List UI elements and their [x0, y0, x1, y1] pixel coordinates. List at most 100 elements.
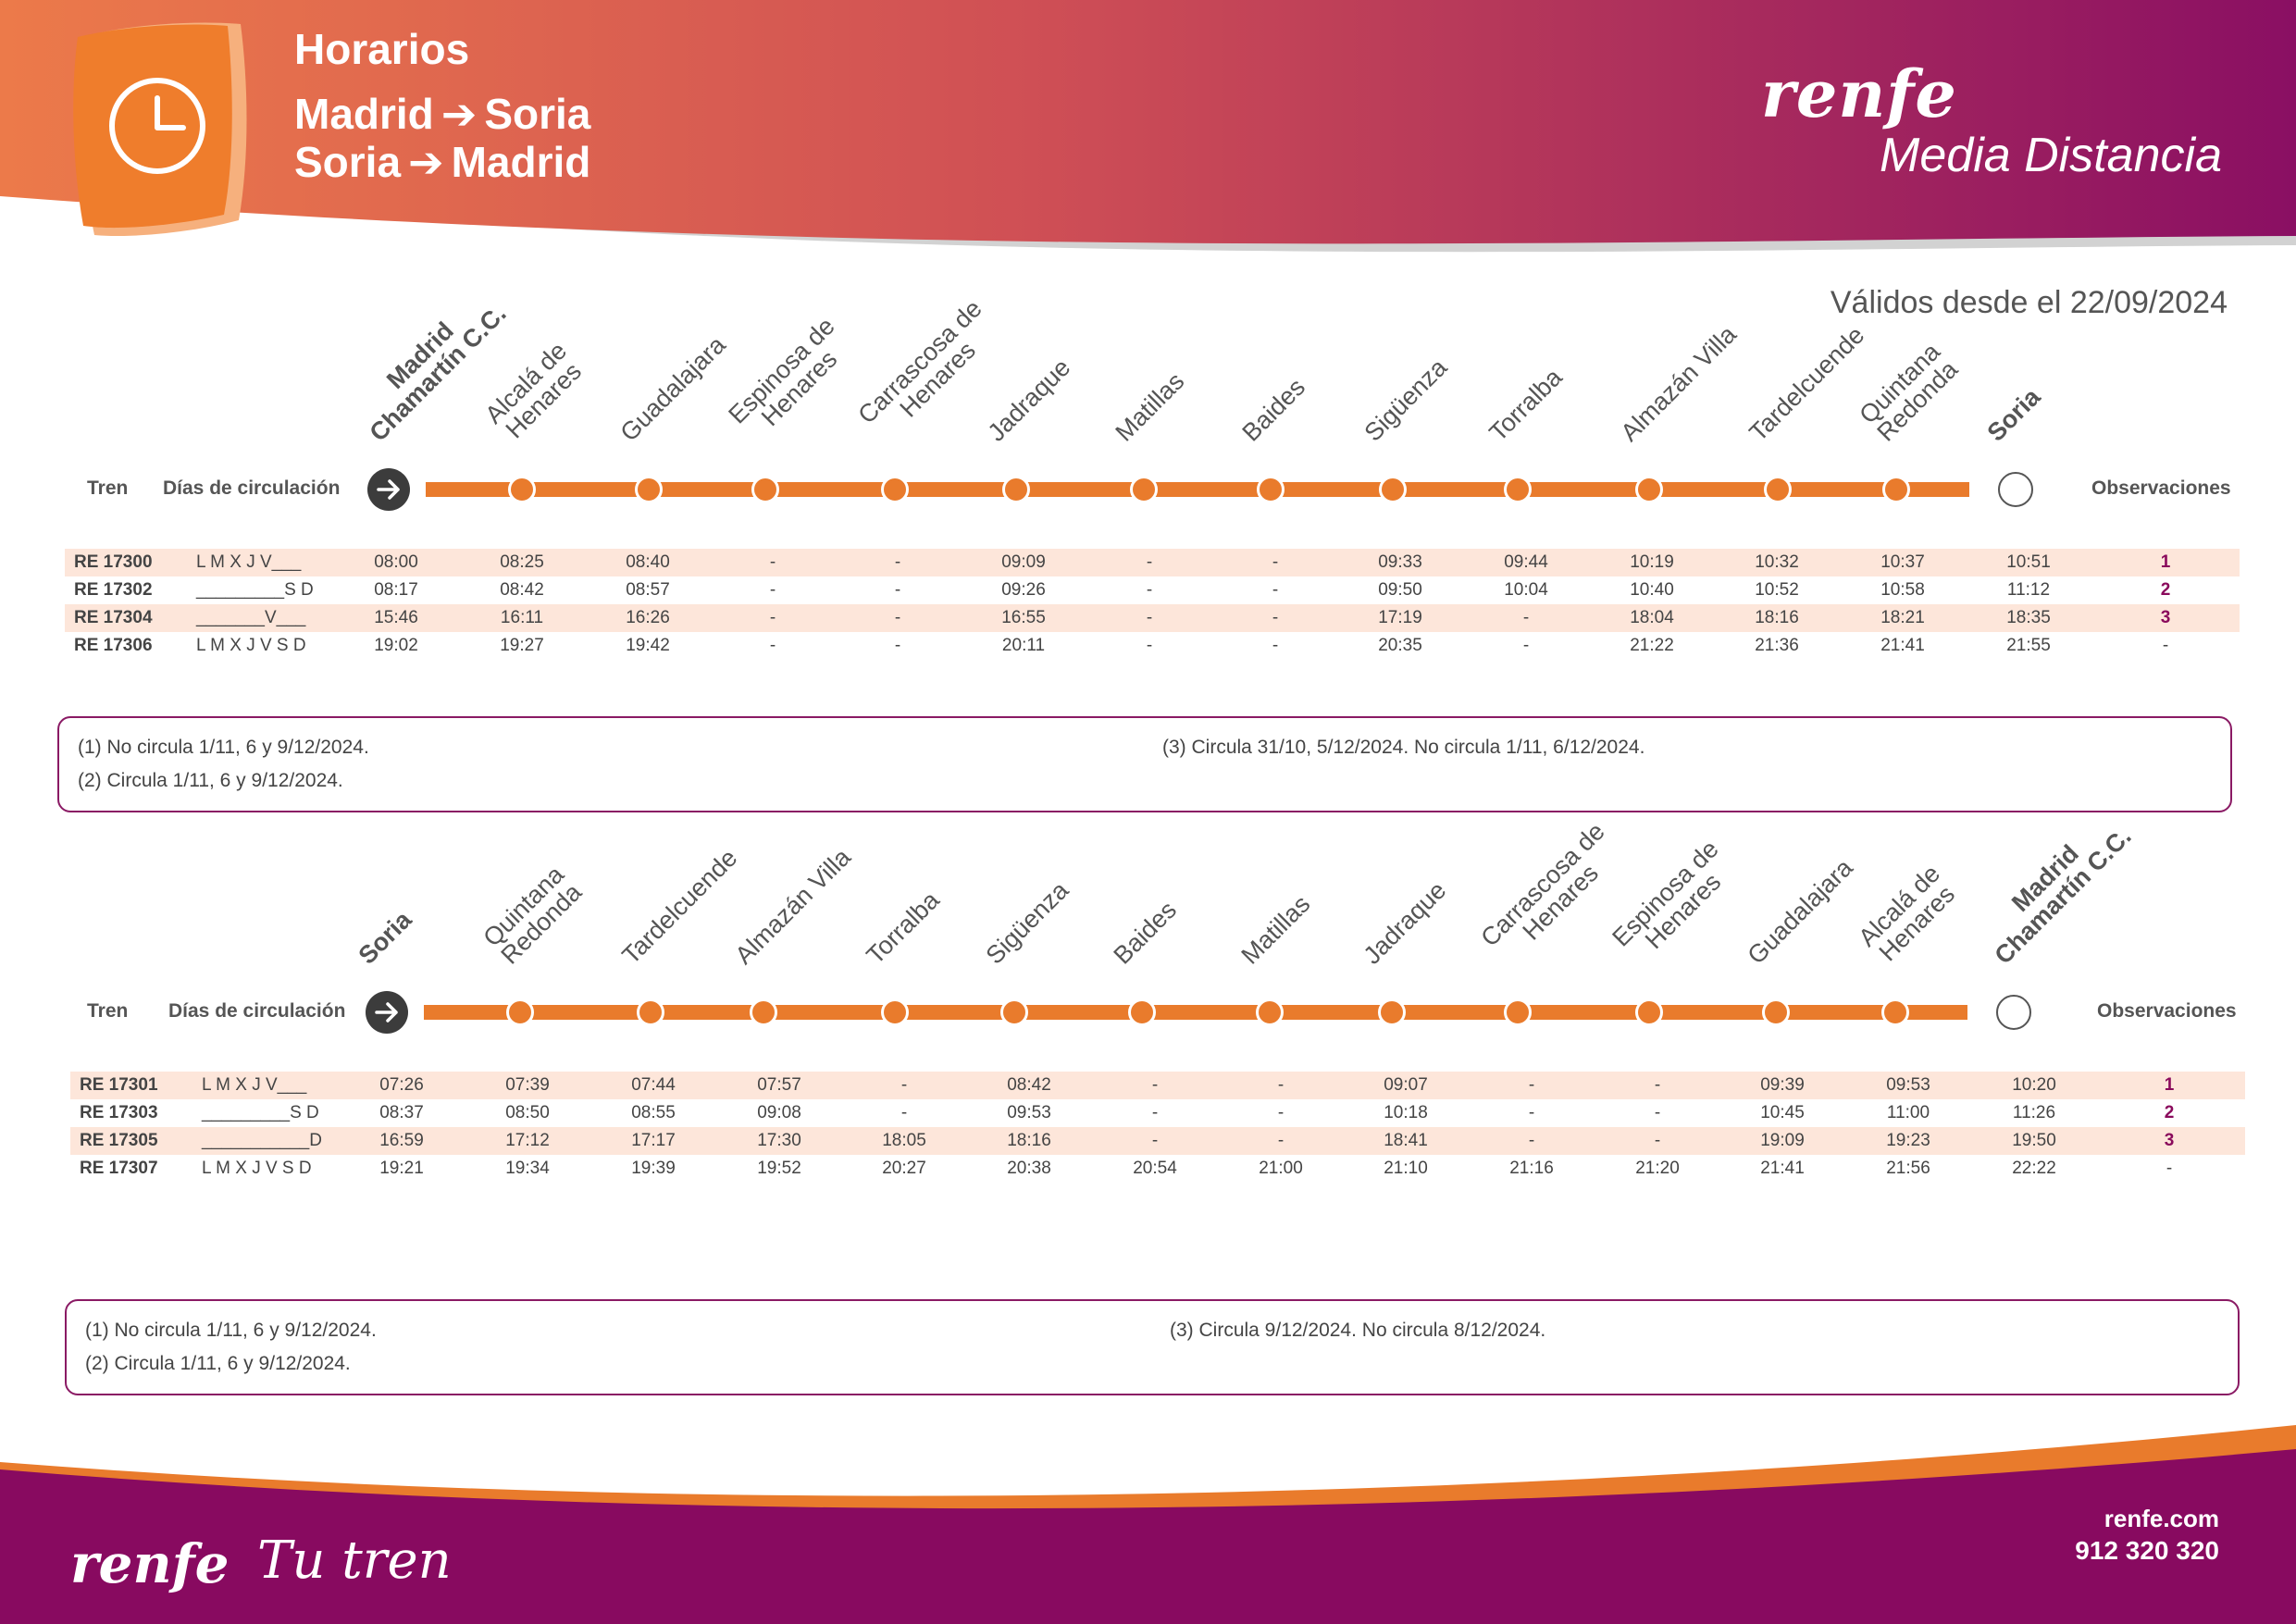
time-cell: 09:44: [1504, 552, 1548, 572]
time-cell: 11:26: [2012, 1103, 2056, 1122]
renfe-logo: renfe: [1761, 56, 1957, 132]
observation-ref: 1: [2160, 552, 2171, 572]
route-origin: Soria: [294, 138, 402, 186]
time-cell: 19:42: [626, 636, 670, 655]
time-cell: 09:53: [1886, 1075, 1930, 1095]
note-3: (3) Circula 9/12/2024. No circula 8/12/2…: [1170, 1320, 1546, 1341]
stop-marker: [1379, 476, 1407, 503]
end-station-marker: [1998, 472, 2033, 507]
station-label: Jadraque: [982, 353, 1076, 447]
time-cell: -: [1522, 636, 1530, 655]
time-cell: 10:58: [1880, 580, 1925, 600]
time-cell: 21:20: [1635, 1159, 1680, 1178]
stop-marker: [508, 476, 536, 503]
time-cell: 20:54: [1133, 1159, 1177, 1178]
station-label: Almazán Villa: [1615, 320, 1743, 447]
time-cell: -: [769, 636, 776, 655]
stop-marker: [881, 476, 909, 503]
footer-renfe-logo: renfe: [70, 1532, 230, 1595]
station-label: Quintana Redonda: [478, 860, 588, 970]
observation-ref: -: [2162, 636, 2169, 655]
time-cell: -: [1146, 636, 1153, 655]
time-cell: -: [1654, 1131, 1661, 1150]
time-cell: 17:30: [757, 1131, 801, 1150]
time-cell: -: [1654, 1103, 1661, 1122]
time-cell: 09:08: [757, 1103, 801, 1122]
time-cell: 19:50: [2012, 1131, 2056, 1150]
station-label: Tardelcuende: [1744, 320, 1870, 447]
station-label: Tardelcuende: [616, 843, 743, 970]
arrow-right-icon: [377, 479, 400, 500]
station-label: Soria: [353, 905, 417, 970]
stop-marker: [881, 998, 909, 1026]
stop-marker: [1504, 998, 1532, 1026]
station-label: Guadalajara: [1742, 853, 1858, 970]
table-row: RE 17301 L M X J V___ 07:26 07:39 07:44 07:57…: [70, 1072, 2245, 1099]
time-cell: -: [769, 552, 776, 572]
station-label: Quintana Redonda: [1854, 337, 1964, 447]
time-cell: -: [1277, 1103, 1285, 1122]
station-label: Alcalá de Henares: [479, 336, 588, 444]
note-3: (3) Circula 31/10, 5/12/2024. No circula…: [1162, 737, 1645, 758]
stop-marker: [1000, 998, 1028, 1026]
time-cell: 20:38: [1007, 1159, 1051, 1178]
footer-phone[interactable]: 912 320 320: [2075, 1536, 2219, 1565]
time-cell: 18:41: [1384, 1131, 1428, 1150]
time-cell: 10:19: [1630, 552, 1674, 572]
observation-ref: 3: [2164, 1131, 2175, 1150]
station-label: Espinosa de Henares: [1607, 835, 1727, 955]
station-label: Torralba: [1483, 363, 1568, 447]
station-label: Carrascosa de Henares: [852, 294, 987, 429]
time-cell: -: [1522, 608, 1530, 627]
station-label: Espinosa de Henares: [723, 312, 843, 432]
observation-ref: 2: [2160, 580, 2171, 600]
train-number: RE 17302: [74, 580, 153, 600]
service-days: _________S D: [196, 580, 314, 600]
observaciones-header: Observaciones: [2091, 477, 2231, 499]
time-cell: 10:51: [2006, 552, 2051, 572]
time-cell: -: [894, 608, 901, 627]
time-cell: 09:50: [1378, 580, 1422, 600]
time-cell: -: [1272, 636, 1279, 655]
time-cell: 15:46: [374, 608, 418, 627]
dias-header: Días de circulación: [168, 1000, 346, 1022]
time-cell: 19:27: [500, 636, 544, 655]
train-number: RE 17306: [74, 636, 153, 655]
time-cell: 19:09: [1760, 1131, 1805, 1150]
stop-marker: [1128, 998, 1156, 1026]
stop-marker: [751, 476, 779, 503]
time-cell: 07:57: [757, 1075, 801, 1095]
route-origin: Madrid: [294, 90, 434, 138]
footer-band: [0, 1425, 2296, 1624]
note-1: (1) No circula 1/11, 6 y 9/12/2024.: [78, 737, 369, 758]
station-label: Soria: [1981, 382, 2046, 447]
stop-marker: [1130, 476, 1158, 503]
time-cell: -: [1151, 1131, 1159, 1150]
time-cell: 19:23: [1886, 1131, 1930, 1150]
service-days: L M X J V S D: [196, 636, 306, 655]
time-cell: 19:02: [374, 636, 418, 655]
note-2: (2) Circula 1/11, 6 y 9/12/2024.: [78, 770, 343, 791]
timetable-outbound: Tren Días de circulación Observaciones M…: [0, 294, 2296, 666]
station-label: Baides: [1236, 373, 1311, 447]
time-cell: -: [1146, 580, 1153, 600]
time-cell: 21:41: [1760, 1159, 1805, 1178]
time-cell: 18:16: [1755, 608, 1799, 627]
end-station-marker: [1996, 995, 2031, 1030]
footer-website-link[interactable]: renfe.com: [2104, 1505, 2219, 1532]
time-cell: 07:26: [379, 1075, 424, 1095]
service-days: _________S D: [202, 1103, 319, 1122]
clock-icon: [73, 22, 247, 237]
time-cell: 17:12: [505, 1131, 550, 1150]
time-cell: 09:33: [1378, 552, 1422, 572]
time-cell: 08:42: [500, 580, 544, 600]
service-days: _______V___: [196, 608, 306, 627]
stop-marker: [635, 476, 663, 503]
service-days: ___________D: [202, 1131, 322, 1150]
time-cell: 10:04: [1504, 580, 1548, 600]
time-cell: -: [1277, 1075, 1285, 1095]
time-cell: -: [1272, 580, 1279, 600]
time-cell: 07:44: [631, 1075, 676, 1095]
time-cell: -: [1151, 1075, 1159, 1095]
station-label: Guadalajara: [614, 330, 731, 447]
